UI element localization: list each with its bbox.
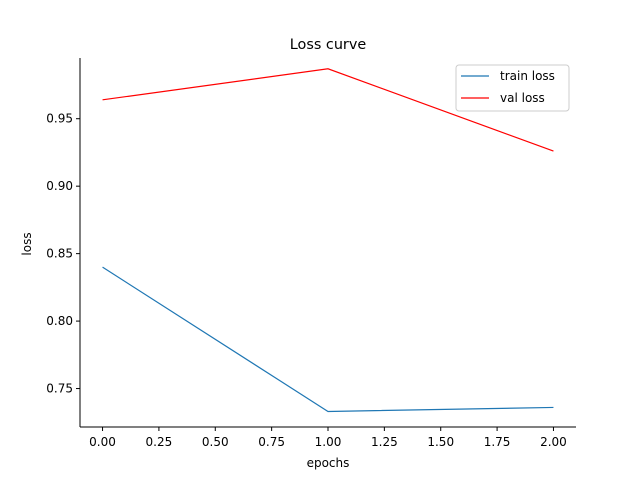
x-tick-label: 1.50	[427, 435, 454, 449]
y-tick-label: 0.90	[46, 179, 73, 193]
legend-label-train-loss: train loss	[500, 69, 555, 83]
x-tick-label: 0.75	[258, 435, 285, 449]
x-tick-label: 1.75	[484, 435, 511, 449]
y-tick-label: 0.95	[46, 112, 73, 126]
y-tick-label: 0.85	[46, 247, 73, 261]
series-line-train-loss	[102, 266, 554, 413]
series-line-val-loss	[102, 68, 554, 152]
chart-title: Loss curve	[290, 37, 367, 53]
x-tick-label: 1.25	[371, 435, 398, 449]
y-tick-label: 0.80	[46, 314, 73, 328]
x-tick-label: 1.00	[315, 435, 342, 449]
y-axis-label: loss	[20, 232, 34, 255]
x-tick-label: 0.00	[89, 435, 116, 449]
y-tick-label: 0.75	[46, 382, 73, 396]
x-axis-label: epochs	[307, 456, 350, 470]
x-tick-label: 2.00	[540, 435, 567, 449]
x-tick-label: 0.25	[146, 435, 173, 449]
legend-label-val-loss: val loss	[500, 91, 545, 105]
x-tick-label: 0.50	[202, 435, 229, 449]
plot-area: 0.00 0.25 0.50 0.75 1.00 1.25 1.50 1.75 2.00 0.75…	[46, 58, 576, 449]
